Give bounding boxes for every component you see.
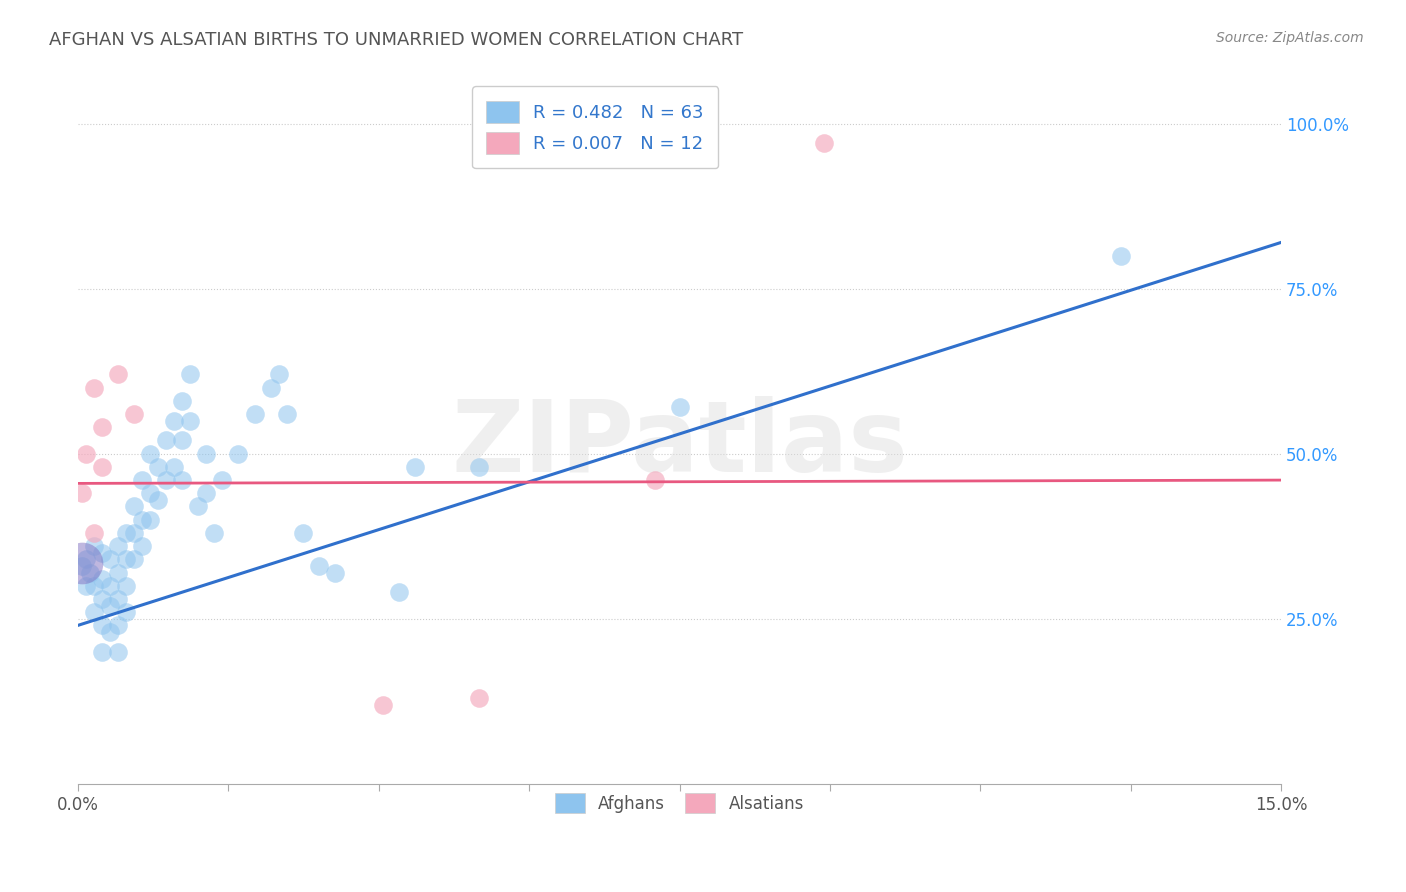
Point [323, 566, 346, 580]
Point [179, 414, 201, 428]
Point [163, 459, 186, 474]
Point [131, 473, 153, 487]
Point [211, 473, 233, 487]
Point [83, 579, 105, 593]
Point [98, 624, 121, 639]
Point [98, 579, 121, 593]
Point [267, 368, 290, 382]
Point [107, 566, 129, 580]
Point [139, 486, 162, 500]
Point [70, 486, 93, 500]
Point [259, 381, 281, 395]
Text: Source: ZipAtlas.com: Source: ZipAtlas.com [1216, 31, 1364, 45]
Text: AFGHAN VS ALSATIAN BIRTHS TO UNMARRIED WOMEN CORRELATION CHART: AFGHAN VS ALSATIAN BIRTHS TO UNMARRIED W… [49, 31, 744, 49]
Point [91, 618, 114, 632]
Point [75, 447, 97, 461]
Point [644, 473, 666, 487]
Point [91, 459, 114, 474]
Point [371, 698, 394, 712]
Point [122, 500, 145, 514]
Point [115, 579, 138, 593]
Point [107, 368, 129, 382]
Point [83, 539, 105, 553]
Point [228, 447, 250, 461]
Point [195, 486, 218, 500]
Point [172, 393, 194, 408]
Point [91, 572, 114, 586]
Point [179, 368, 201, 382]
Point [79, 566, 101, 580]
Point [107, 539, 129, 553]
Point [155, 473, 177, 487]
Text: ZIPatlas: ZIPatlas [451, 396, 908, 493]
Point [668, 401, 690, 415]
Point [243, 407, 266, 421]
Point [148, 492, 170, 507]
Point [155, 434, 177, 448]
Legend: Afghans, Alsatians: Afghans, Alsatians [543, 781, 815, 825]
Point [91, 420, 114, 434]
Point [91, 546, 114, 560]
Point [91, 645, 114, 659]
Point [404, 459, 426, 474]
Point [163, 414, 186, 428]
Point [187, 500, 209, 514]
Point [172, 434, 194, 448]
Point [107, 618, 129, 632]
Point [115, 605, 138, 619]
Point [75, 552, 97, 566]
Point [131, 539, 153, 553]
Point [75, 579, 97, 593]
Point [107, 645, 129, 659]
Point [813, 136, 835, 151]
Point [1109, 249, 1132, 263]
Point [122, 552, 145, 566]
Point [139, 447, 162, 461]
Point [83, 605, 105, 619]
Point [70, 556, 93, 570]
Point [276, 407, 298, 421]
Point [98, 552, 121, 566]
Point [83, 525, 105, 540]
Point [291, 525, 314, 540]
Point [70, 558, 93, 573]
Point [388, 585, 411, 599]
Point [172, 473, 194, 487]
Point [122, 407, 145, 421]
Point [83, 381, 105, 395]
Point [468, 459, 491, 474]
Point [107, 591, 129, 606]
Point [115, 525, 138, 540]
Point [308, 558, 330, 573]
Point [148, 459, 170, 474]
Point [139, 513, 162, 527]
Point [195, 447, 218, 461]
Point [204, 525, 226, 540]
Point [98, 599, 121, 613]
Point [91, 591, 114, 606]
Point [115, 552, 138, 566]
Point [122, 525, 145, 540]
Point [468, 690, 491, 705]
Point [131, 513, 153, 527]
